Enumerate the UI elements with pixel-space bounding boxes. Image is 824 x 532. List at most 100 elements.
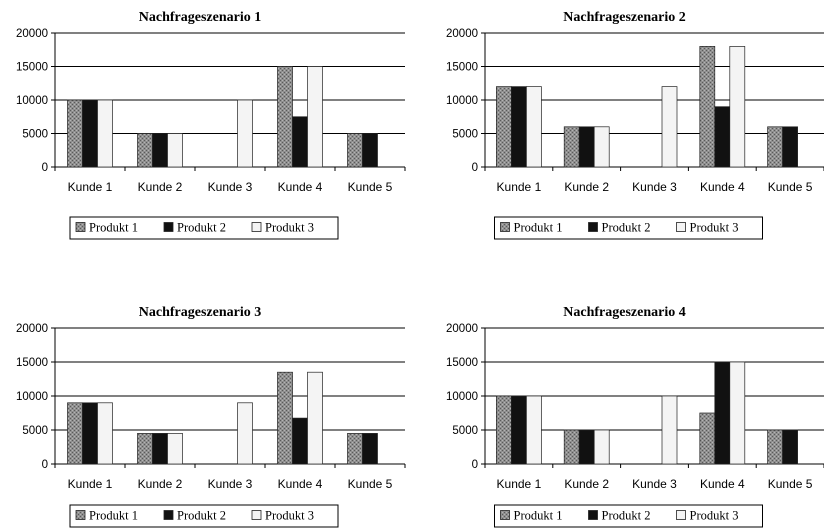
y-tick-label: 0 bbox=[472, 459, 478, 471]
bar-produkt-3-kunde-4 bbox=[307, 371, 323, 465]
y-tick-label: 20000 bbox=[446, 28, 478, 40]
legend-swatch bbox=[75, 510, 86, 520]
legend: Produkt 1 Produkt 2 Produkt 3 bbox=[494, 504, 763, 528]
x-tick-label: Kunde 3 bbox=[208, 180, 253, 194]
bar-produkt-2-kunde-2 bbox=[152, 133, 168, 168]
y-tick-label: 5000 bbox=[452, 129, 478, 141]
y-tick-label: 10000 bbox=[446, 95, 478, 107]
bar-produkt-2-kunde-2 bbox=[578, 126, 595, 168]
legend-swatch bbox=[676, 510, 686, 520]
chart-panel-4: Nachfrageszenario 4 0 5000 10000 15000 20000 K… bbox=[446, 305, 824, 528]
x-tick-label: Kunde 1 bbox=[68, 180, 113, 194]
x-tick-label: Kunde 3 bbox=[632, 477, 677, 491]
legend-swatch bbox=[588, 510, 598, 520]
chart-title: Nachfrageszenario 4 bbox=[563, 305, 685, 320]
legend-label: Produkt 1 bbox=[514, 221, 563, 235]
bar-produkt-1-kunde-1 bbox=[67, 99, 83, 168]
y-tick-label: 15000 bbox=[446, 357, 478, 369]
bar-produkt-3-kunde-3 bbox=[661, 86, 678, 168]
bar-produkt-2-kunde-1 bbox=[82, 99, 98, 168]
y-tick-label: 15000 bbox=[16, 62, 48, 74]
chart-panel-1: Nachfrageszenario 1 0 5000 10000 15000 20000 K… bbox=[16, 10, 406, 240]
bar-produkt-3-kunde-1 bbox=[97, 402, 113, 465]
bar-produkt-3-kunde-1 bbox=[526, 395, 542, 465]
legend: Produkt 1 Produkt 2 Produkt 3 bbox=[69, 216, 339, 240]
x-tick-label: Kunde 3 bbox=[632, 180, 677, 194]
x-tick-label: Kunde 4 bbox=[278, 477, 323, 491]
chart-panel-3: Nachfrageszenario 3 0 5000 10000 15000 20000 K… bbox=[16, 305, 406, 528]
y-tick-label: 0 bbox=[42, 162, 48, 174]
bar-produkt-2-kunde-1 bbox=[511, 395, 527, 465]
x-tick-label: Kunde 2 bbox=[564, 477, 609, 491]
x-tick-label: Kunde 5 bbox=[348, 477, 393, 491]
x-tick-label: Kunde 5 bbox=[768, 477, 813, 491]
legend-box bbox=[494, 216, 763, 240]
bar-produkt-1-kunde-5 bbox=[767, 429, 783, 465]
bar-produkt-1-kunde-1 bbox=[496, 395, 512, 465]
bar-produkt-1-kunde-2 bbox=[137, 433, 153, 465]
bar-produkt-2-kunde-5 bbox=[362, 433, 378, 465]
bar-produkt-3-kunde-4 bbox=[307, 66, 323, 168]
bar-produkt-1-kunde-2 bbox=[563, 429, 580, 465]
bar-produkt-1-kunde-2 bbox=[563, 126, 580, 168]
legend-swatch bbox=[163, 222, 174, 232]
legend-swatch bbox=[75, 222, 86, 232]
legend-label: Produkt 1 bbox=[89, 221, 138, 235]
bar-produkt-1-kunde-1 bbox=[496, 86, 512, 168]
legend-swatch bbox=[676, 222, 686, 232]
bar-produkt-1-kunde-4 bbox=[277, 66, 293, 168]
y-tick-label: 20000 bbox=[16, 28, 48, 40]
legend-swatch bbox=[163, 510, 174, 520]
x-tick-label: Kunde 1 bbox=[497, 180, 542, 194]
bar-produkt-1-kunde-5 bbox=[347, 433, 363, 465]
legend: Produkt 1 Produkt 2 Produkt 3 bbox=[494, 216, 763, 240]
x-tick-label: Kunde 3 bbox=[208, 477, 253, 491]
bar-produkt-2-kunde-1 bbox=[82, 402, 98, 465]
legend-box bbox=[494, 504, 763, 528]
bar-produkt-2-kunde-5 bbox=[782, 429, 798, 465]
legend-swatch bbox=[251, 222, 262, 232]
y-tick-label: 5000 bbox=[22, 129, 48, 141]
bar-produkt-2-kunde-4 bbox=[714, 106, 731, 168]
bar-produkt-2-kunde-2 bbox=[152, 433, 168, 465]
bar-produkt-2-kunde-5 bbox=[362, 133, 378, 168]
legend-label: Produkt 1 bbox=[89, 509, 138, 523]
chart-title: Nachfrageszenario 1 bbox=[139, 10, 261, 25]
y-tick-label: 0 bbox=[42, 459, 48, 471]
bar-produkt-2-kunde-4 bbox=[292, 417, 308, 465]
bar-produkt-2-kunde-5 bbox=[782, 126, 798, 168]
bar-produkt-1-kunde-4 bbox=[699, 412, 716, 465]
legend-box bbox=[69, 216, 339, 240]
y-tick-label: 20000 bbox=[446, 323, 478, 335]
legend-label: Produkt 2 bbox=[602, 221, 651, 235]
y-tick-label: 10000 bbox=[16, 391, 48, 403]
x-tick-label: Kunde 4 bbox=[700, 180, 745, 194]
x-tick-label: Kunde 2 bbox=[138, 180, 183, 194]
bar-produkt-3-kunde-1 bbox=[97, 99, 113, 168]
bar-produkt-2-kunde-2 bbox=[578, 429, 595, 465]
bar-produkt-2-kunde-4 bbox=[714, 361, 731, 465]
bar-produkt-1-kunde-4 bbox=[277, 371, 293, 465]
legend-label: Produkt 3 bbox=[265, 221, 314, 235]
bar-produkt-2-kunde-4 bbox=[292, 116, 308, 168]
chart-title: Nachfrageszenario 3 bbox=[139, 305, 261, 320]
bar-produkt-1-kunde-5 bbox=[347, 133, 363, 168]
legend-label: Produkt 3 bbox=[690, 221, 739, 235]
bar-produkt-3-kunde-2 bbox=[167, 433, 183, 465]
y-tick-label: 5000 bbox=[452, 425, 478, 437]
legend-label: Produkt 1 bbox=[514, 509, 563, 523]
x-tick-label: Kunde 2 bbox=[564, 180, 609, 194]
bar-produkt-3-kunde-3 bbox=[237, 99, 253, 168]
bar-produkt-1-kunde-2 bbox=[137, 133, 153, 168]
bar-produkt-3-kunde-4 bbox=[729, 361, 746, 465]
bar-produkt-3-kunde-3 bbox=[237, 402, 253, 465]
x-tick-label: Kunde 5 bbox=[348, 180, 393, 194]
bar-produkt-3-kunde-2 bbox=[593, 429, 610, 465]
y-tick-label: 10000 bbox=[16, 95, 48, 107]
y-tick-label: 10000 bbox=[446, 391, 478, 403]
bar-produkt-3-kunde-2 bbox=[593, 126, 610, 168]
y-tick-label: 5000 bbox=[22, 425, 48, 437]
legend-swatch bbox=[500, 222, 510, 232]
bar-produkt-1-kunde-4 bbox=[699, 46, 716, 168]
legend-swatch bbox=[251, 510, 262, 520]
